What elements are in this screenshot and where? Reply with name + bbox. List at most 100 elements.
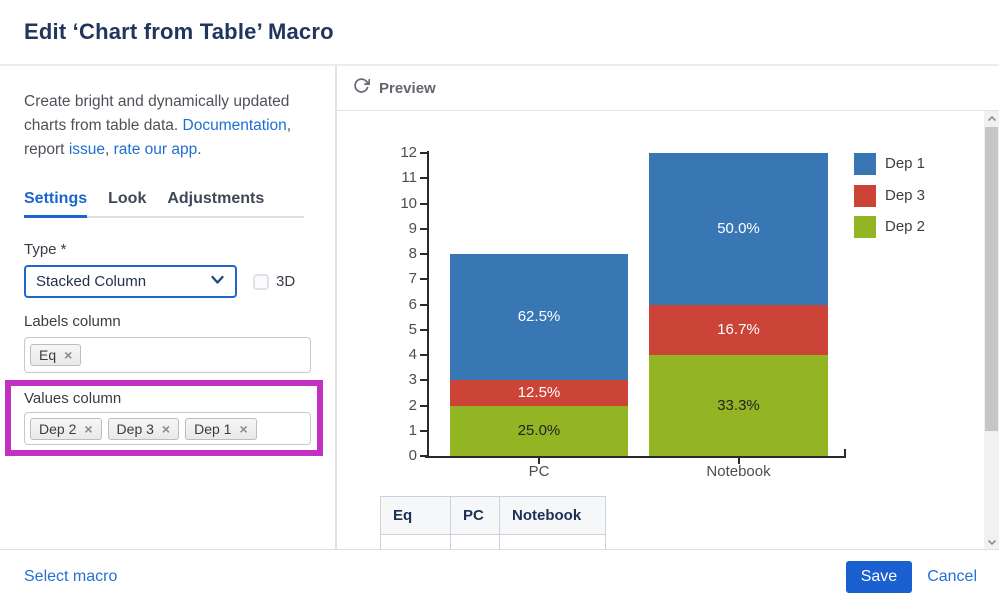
y-tick-mark	[420, 328, 427, 331]
3d-checkbox-label: 3D	[276, 273, 296, 290]
y-tick-mark	[420, 227, 427, 230]
select-macro-link[interactable]: Select macro	[24, 568, 118, 585]
preview-pane: Preview 0 1 2 3 4 5 6 7 8 9 10 11 12 25.0% 12.5% 62.5% P…	[337, 66, 999, 549]
tab-adjustments[interactable]: Adjustments	[167, 190, 265, 207]
bar-segment-dep-3	[649, 304, 828, 355]
segment-percent-label: 62.5%	[517, 308, 561, 326]
preview-scrollbar[interactable]	[984, 111, 999, 549]
remove-tag-icon[interactable]: ×	[64, 347, 73, 363]
refresh-icon[interactable]	[353, 77, 371, 99]
y-tick-label: 5	[408, 320, 417, 338]
y-tick-label: 12	[400, 144, 417, 161]
tag-label: Dep 1	[194, 420, 232, 437]
selected-option-tag[interactable]: Dep 3 ×	[107, 417, 180, 440]
tag-label: Dep 2	[39, 420, 77, 437]
macro-description: Create bright and dynamically updated ch…	[24, 90, 316, 162]
segment-percent-label: 25.0%	[517, 421, 561, 439]
y-tick-mark	[420, 202, 427, 205]
segment-percent-label: 33.3%	[717, 396, 760, 414]
rate-app-link[interactable]: rate our app	[113, 141, 198, 158]
tab-look[interactable]: Look	[108, 190, 147, 207]
x-tick-mark	[737, 458, 740, 464]
segment-percent-label: 12.5%	[517, 383, 561, 401]
tab-settings[interactable]: Settings	[24, 190, 88, 218]
bar-segment-dep-2	[649, 355, 828, 456]
legend-swatch	[854, 184, 876, 207]
3d-checkbox-wrap[interactable]: 3D	[253, 273, 295, 290]
labels-column-input[interactable]: Eq ×	[24, 337, 311, 373]
y-tick-mark	[420, 404, 427, 407]
y-tick-label: 8	[408, 245, 417, 262]
y-tick-mark	[420, 429, 427, 432]
type-field-group: Type * Stacked Column 3D	[24, 241, 311, 298]
description-text: , report	[24, 117, 292, 158]
remove-tag-icon[interactable]: ×	[239, 420, 248, 437]
tag-label: Eq	[39, 347, 57, 363]
values-column-label: Values column	[24, 390, 122, 407]
3d-checkbox[interactable]	[253, 273, 269, 290]
y-tick-label: 6	[408, 295, 417, 313]
selected-option-tag[interactable]: Dep 1 ×	[185, 417, 257, 440]
labels-column-label: Labels column	[24, 313, 121, 330]
chart-type-select[interactable]: Stacked Column	[24, 265, 237, 298]
y-tick-mark	[420, 455, 427, 457]
dialog-footer: Select macro Save Cancel	[0, 549, 999, 604]
legend-label: Dep 1	[885, 155, 926, 172]
x-axis-line	[425, 456, 846, 458]
table-header-cell: PC	[450, 496, 500, 535]
table-header-cell: Notebook	[499, 496, 606, 535]
dialog-header: Edit ‘Chart from Table’ Macro	[0, 0, 999, 66]
bar-segment-dep-1	[450, 254, 628, 381]
cancel-link[interactable]: Cancel	[927, 568, 977, 585]
type-label: Type *	[24, 241, 67, 258]
source-data-table: Eq PC Notebook	[380, 496, 606, 549]
remove-tag-icon[interactable]: ×	[84, 420, 93, 437]
y-axis-line	[427, 151, 429, 458]
y-tick-label: 10	[400, 194, 417, 212]
report-issue-link[interactable]: issue	[68, 141, 105, 158]
y-tick-label: 2	[408, 396, 417, 414]
table-cell	[499, 534, 606, 549]
x-axis-end-tick	[844, 449, 846, 456]
scrollbar-up-icon[interactable]	[984, 111, 999, 126]
tab-bar: Settings Look Adjustments	[24, 190, 304, 218]
bar-segment-dep-3	[450, 380, 628, 406]
description-text: ,	[105, 141, 114, 158]
y-tick-mark	[420, 177, 427, 180]
settings-panel: Create bright and dynamically updated ch…	[0, 66, 337, 549]
table-row	[380, 534, 606, 549]
tag-label: Dep 3	[116, 420, 154, 437]
scrollbar-thumb[interactable]	[985, 127, 998, 431]
remove-tag-icon[interactable]: ×	[161, 420, 171, 437]
description-text: Create bright and dynamically updated ch…	[24, 93, 290, 134]
legend-label: Dep 3	[885, 186, 926, 204]
scrollbar-down-icon[interactable]	[984, 534, 999, 549]
documentation-link[interactable]: Documentation	[182, 117, 287, 134]
labels-column-field-group: Labels column Eq ×	[24, 313, 311, 373]
save-button[interactable]: Save	[845, 561, 913, 593]
y-tick-label: 0	[408, 447, 417, 464]
preview-title: Preview	[379, 79, 436, 97]
y-tick-label: 7	[408, 270, 417, 288]
y-tick-label: 3	[408, 371, 417, 389]
selected-option-tag[interactable]: Dep 2 ×	[30, 417, 102, 440]
y-tick-mark	[420, 152, 427, 154]
dialog-body: Create bright and dynamically updated ch…	[0, 66, 999, 549]
table-cell	[380, 534, 451, 549]
dialog-title: Edit ‘Chart from Table’ Macro	[24, 19, 334, 44]
description-text: .	[197, 141, 202, 158]
values-column-input[interactable]: Dep 2 × Dep 3 × Dep 1 ×	[24, 412, 311, 445]
values-column-highlight-box: Values column Dep 2 × Dep 3 × Dep 1 ×	[5, 380, 323, 456]
chart-type-selected-value: Stacked Column	[36, 273, 147, 290]
y-tick-mark	[420, 278, 427, 281]
table-cell	[450, 534, 500, 549]
table-header-cell: Eq	[380, 496, 451, 535]
y-tick-label: 9	[408, 219, 417, 237]
category-label: Notebook	[706, 463, 771, 480]
selected-option-tag[interactable]: Eq ×	[30, 344, 82, 366]
preview-content: 0 1 2 3 4 5 6 7 8 9 10 11 12 25.0% 12.5% 62.5% PC 33.3% 16…	[337, 111, 999, 549]
segment-percent-label: 16.7%	[717, 320, 760, 338]
y-tick-label: 4	[408, 346, 417, 363]
bar-segment-dep-2	[450, 405, 628, 456]
